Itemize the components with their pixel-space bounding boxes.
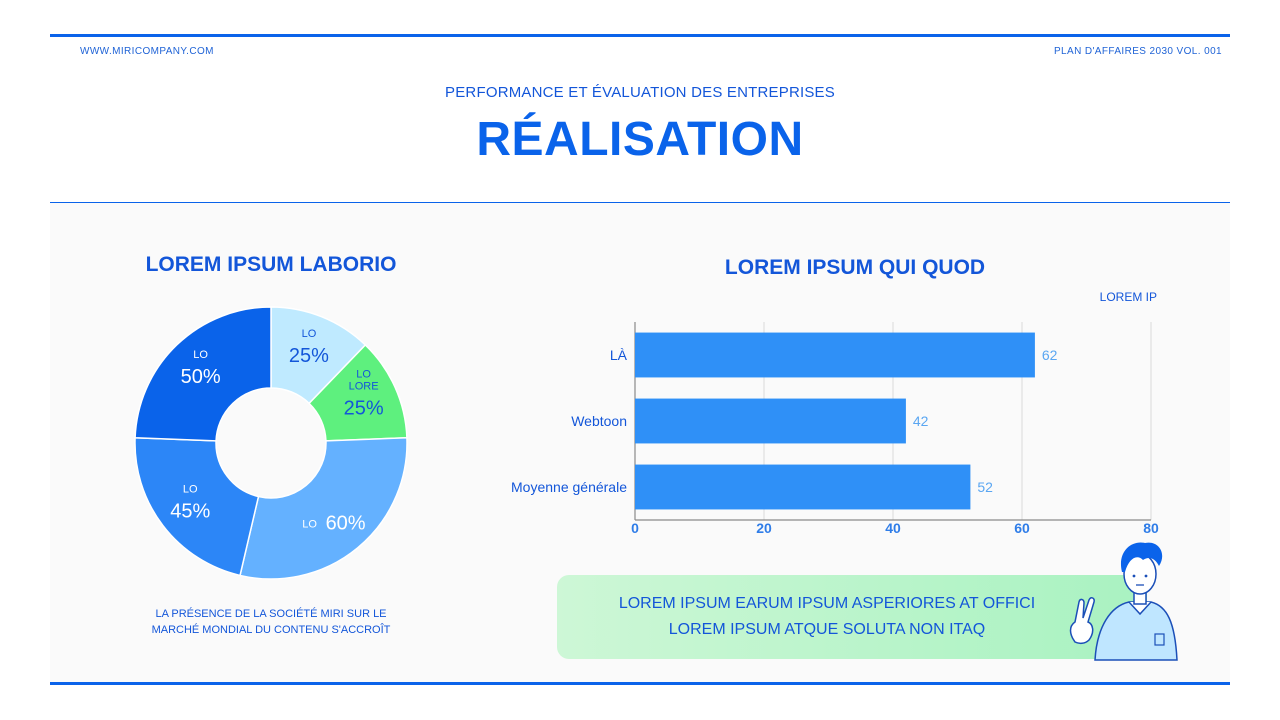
document-label: PLAN D'AFFAIRES 2030 VOL. 001 (1053, 46, 1222, 57)
bottom-rule (50, 682, 1230, 685)
header-divider (50, 202, 1230, 203)
top-rule (50, 34, 1230, 37)
callout-box (557, 575, 1147, 659)
person-illustration (1069, 542, 1178, 661)
page-title: RÉALISATION (476, 113, 804, 166)
donut-caption-line2: MARCHÉ MONDIAL DU CONTENU S'ACCROÎT (151, 624, 391, 636)
page-subtitle: PERFORMANCE ET ÉVALUATION DES ENTREPRISE… (445, 84, 835, 101)
website-label: WWW.MIRICOMPANY.COM (80, 46, 214, 57)
bar-chart-title: LOREM IPSUM QUI QUOD (724, 256, 986, 279)
donut-caption: LA PRÉSENCE DE LA SOCIÉTÉ MIRI SUR LE MA… (120, 606, 422, 638)
callout-line2: LOREM IPSUM ATQUE SOLUTA NON ITAQ (668, 621, 986, 638)
callout-line1: LOREM IPSUM EARUM IPSUM ASPERIORES AT OF… (618, 595, 1036, 612)
donut-chart-title: LOREM IPSUM LABORIO (145, 253, 397, 276)
donut-caption-line1: LA PRÉSENCE DE LA SOCIÉTÉ MIRI SUR LE (155, 608, 387, 620)
